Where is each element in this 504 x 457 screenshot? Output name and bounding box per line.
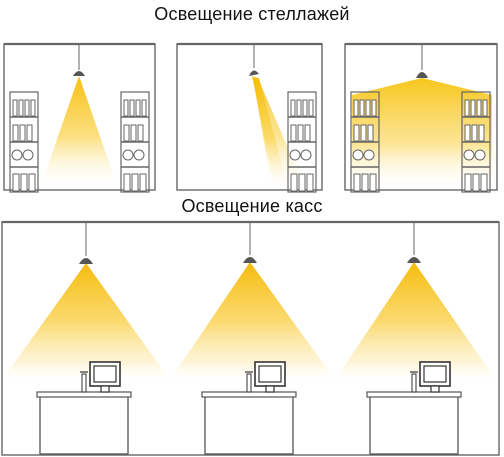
- lamp-icon: [407, 257, 421, 263]
- shelf-unit: [9, 91, 39, 193]
- light-beam: [170, 262, 335, 380]
- lamp-icon: [73, 71, 85, 76]
- light-beam: [335, 262, 496, 380]
- light-beam: [2, 263, 170, 380]
- lamp-icon: [249, 70, 259, 76]
- shelf-panel-3: [344, 42, 498, 193]
- lamp-icon: [79, 258, 93, 264]
- checkout-lighting-title: Освещение касс: [181, 196, 323, 216]
- shelf-panel-2: [176, 42, 323, 193]
- shelf-lighting-title: Освещение стеллажей: [154, 4, 350, 24]
- light-flood: [352, 78, 492, 188]
- lamp-icon: [243, 257, 257, 263]
- shelf-unit: [287, 91, 317, 193]
- light-beam: [40, 76, 118, 188]
- shelf-panel-1: [3, 42, 156, 193]
- lamp-icon: [416, 72, 428, 78]
- shelf-unit: [120, 91, 150, 193]
- checkout-section: [1, 220, 500, 456]
